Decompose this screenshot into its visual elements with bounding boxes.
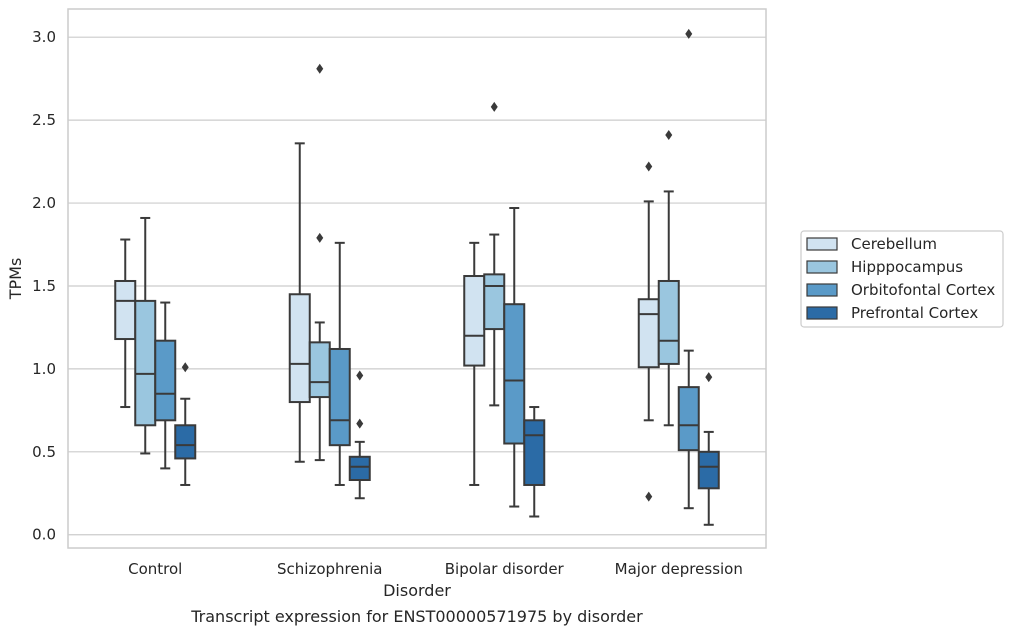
box-iqr (288, 293, 311, 404)
y-tick-label: 2.0 (32, 194, 56, 212)
box-iqr (114, 279, 137, 341)
box-iqr (657, 279, 680, 365)
box-iqr (308, 341, 331, 399)
box-plots (114, 28, 720, 526)
box-prefrontal-cortex (697, 372, 720, 526)
x-tick-label: Control (128, 560, 182, 578)
outlier-point (645, 491, 653, 502)
box-orbitofontal-cortex (154, 301, 177, 470)
x-axis-label: Disorder (383, 581, 451, 600)
plot-frame (67, 8, 767, 549)
box-cerebellum (637, 161, 660, 502)
outlier-point (316, 63, 324, 74)
y-tick-label: 1.0 (32, 360, 56, 378)
box-hipppocampus (483, 101, 506, 407)
legend-entry: Cerebellum (851, 235, 937, 253)
box-iqr (697, 450, 720, 490)
x-tick-label: Schizophrenia (277, 560, 382, 578)
x-tick-labels: Control Schizophrenia Bipolar disorder Majo… (128, 560, 743, 578)
y-tick-label: 3.0 (32, 28, 56, 46)
box-orbitofontal-cortex (503, 207, 526, 508)
chart-title: Transcript expression for ENST0000057197… (190, 607, 643, 626)
outlier-point (316, 232, 324, 243)
outlier-point (181, 362, 189, 373)
box-orbitofontal-cortex (677, 28, 700, 510)
legend-swatch (806, 306, 838, 320)
y-axis-label: TPMs (6, 258, 25, 301)
x-tick-label: Major depression (615, 560, 743, 578)
box-iqr (523, 419, 546, 486)
outlier-point (356, 418, 364, 429)
box-iqr (637, 298, 660, 369)
box-cerebellum (288, 142, 311, 463)
box-hipppocampus (308, 63, 331, 462)
outlier-point (685, 28, 693, 39)
legend-entry: Prefrontal Cortex (851, 304, 978, 322)
box-prefrontal-cortex (174, 362, 197, 486)
y-tick-label: 1.5 (32, 277, 56, 295)
box-orbitofontal-cortex (328, 241, 351, 486)
box-iqr (174, 424, 197, 460)
legend-frame (800, 230, 1004, 328)
box-iqr (677, 386, 700, 452)
box-hipppocampus (134, 216, 157, 455)
x-tick-label: Bipolar disorder (445, 560, 565, 578)
legend-swatch (806, 283, 838, 297)
box-iqr (483, 273, 506, 331)
box-iqr (154, 339, 177, 422)
legend-swatch (806, 260, 838, 274)
y-tick-label: 0.0 (32, 526, 56, 544)
legend-entry: Orbitofontal Cortex (851, 281, 995, 299)
y-tick-label: 2.5 (32, 111, 56, 129)
box-iqr (328, 347, 351, 447)
box-iqr (503, 303, 526, 445)
box-iqr (463, 275, 486, 367)
box-prefrontal-cortex (523, 406, 546, 518)
box-prefrontal-cortex (348, 370, 371, 500)
legend-entry: Hipppocampus (851, 258, 963, 276)
y-tick-labels: 0.0 0.5 1.0 1.5 2.0 2.5 3.0 (32, 28, 56, 544)
outlier-point (645, 161, 653, 172)
legend: Cerebellum Hipppocampus Orbitofontal Corte… (800, 230, 1004, 328)
legend-swatch (806, 237, 838, 251)
outlier-point (356, 370, 364, 381)
box-hipppocampus (657, 130, 680, 427)
box-cerebellum (463, 241, 486, 486)
outlier-point (705, 372, 713, 383)
box-iqr (134, 299, 157, 427)
outlier-point (665, 130, 673, 141)
outlier-point (490, 101, 498, 112)
box-iqr (348, 455, 371, 482)
box-cerebellum (114, 238, 137, 409)
y-tick-label: 0.5 (32, 443, 56, 461)
